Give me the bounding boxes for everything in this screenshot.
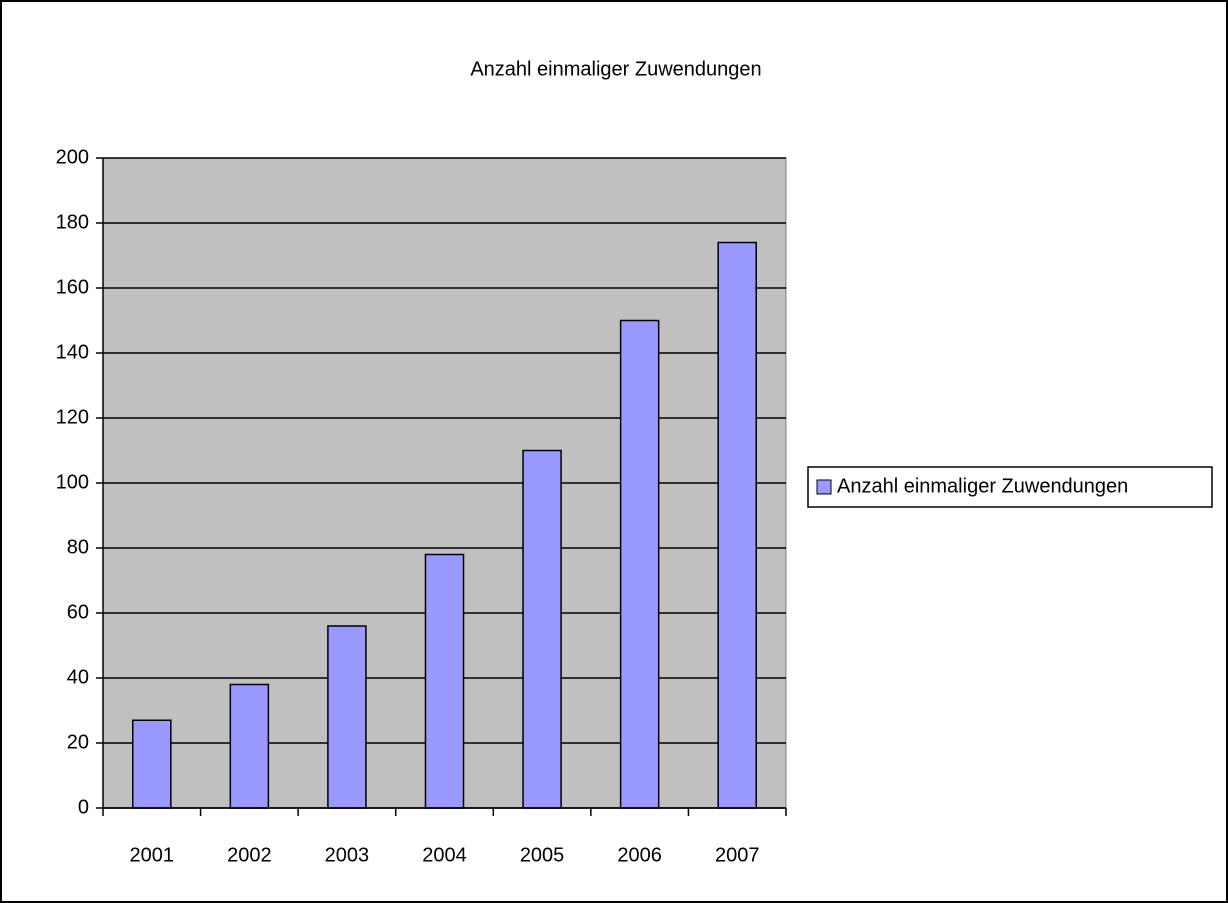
- y-tick-label: 200: [56, 146, 89, 168]
- x-tick-label: 2002: [227, 844, 272, 866]
- y-tick-label: 100: [56, 471, 89, 493]
- bar: [327, 625, 367, 809]
- x-tick-label: 2001: [130, 844, 175, 866]
- y-tick-label: 120: [56, 406, 89, 428]
- bar: [619, 319, 660, 809]
- x-tick-label: 2003: [325, 844, 370, 866]
- x-tick-label: 2004: [422, 844, 467, 866]
- y-tick-label: 60: [67, 601, 89, 623]
- bar: [424, 553, 465, 809]
- legend-swatch: [816, 479, 832, 495]
- y-tick-label: 180: [56, 211, 89, 233]
- x-tick-label: 2007: [715, 844, 760, 866]
- bar: [522, 449, 562, 809]
- x-tick-label: 2006: [617, 844, 662, 866]
- y-tick-label: 40: [67, 666, 89, 688]
- y-tick-label: 160: [56, 276, 89, 298]
- y-tick-label: 20: [67, 731, 89, 753]
- x-tick-label: 2005: [520, 844, 565, 866]
- y-tick-label: 0: [78, 796, 89, 818]
- legend-label: Anzahl einmaliger Zuwendungen: [837, 475, 1128, 497]
- y-tick-label: 140: [56, 341, 89, 363]
- y-tick-label: 80: [67, 536, 89, 558]
- legend-box: [807, 466, 1213, 508]
- bar: [229, 683, 270, 809]
- bar: [717, 241, 757, 809]
- chart-title: Anzahl einmaliger Zuwendungen: [470, 58, 761, 80]
- bar: [132, 719, 172, 809]
